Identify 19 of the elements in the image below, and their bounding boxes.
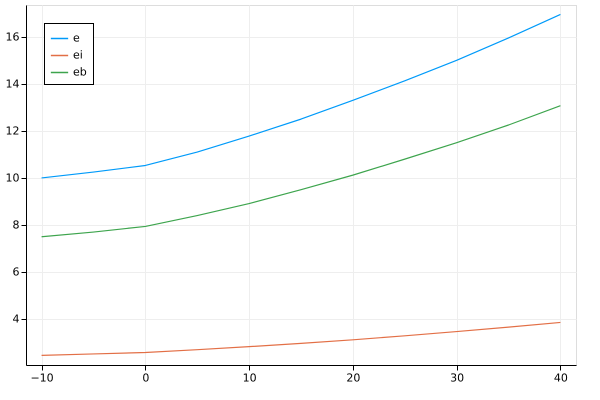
x-tick-label: 10 xyxy=(242,372,257,384)
y-tick-label: 16 xyxy=(6,30,20,44)
y-tick-label: 8 xyxy=(12,218,20,232)
x-tick-label: −10 xyxy=(30,372,54,384)
y-tick-label: 14 xyxy=(6,77,20,90)
x-tick-label: 20 xyxy=(346,372,360,384)
legend-label: eb xyxy=(73,66,87,78)
x-tick-label: 40 xyxy=(554,372,568,384)
legend-label: e xyxy=(73,32,80,44)
y-tick-label: 6 xyxy=(12,266,20,279)
y-tick-label: 10 xyxy=(6,171,20,184)
line-series xyxy=(40,105,562,238)
x-tick-label: 30 xyxy=(450,372,464,384)
legend-label: ei xyxy=(73,48,83,62)
line-series xyxy=(40,14,562,179)
x-tick-label: 0 xyxy=(142,372,150,384)
line-series xyxy=(40,322,562,356)
y-tick-label: 12 xyxy=(6,124,20,138)
y-tick-label: 4 xyxy=(12,312,20,326)
